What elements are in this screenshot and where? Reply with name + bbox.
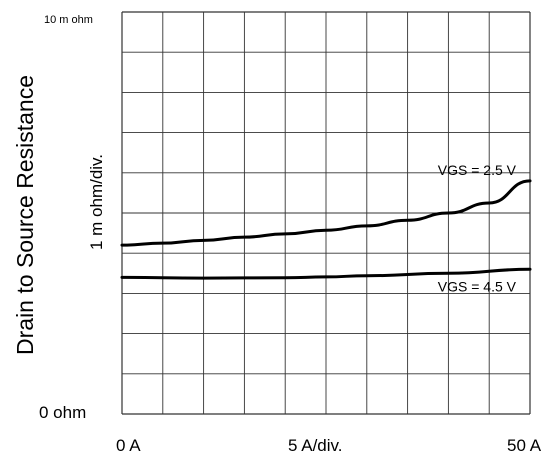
x-tick-start: 0 A (116, 436, 141, 455)
x-tick-end: 50 A (507, 436, 542, 455)
series-line-2 (120, 267, 532, 280)
y-scale-label: 1 m ohm/div. (87, 154, 106, 250)
x-tick-middle: 5 A/div. (288, 436, 343, 455)
series-group (120, 179, 532, 280)
y-tick-bottom: 0 ohm (39, 403, 86, 422)
series-label-2: VGS = 4.5 V (438, 278, 517, 294)
series-label-1: VGS = 2.5 V (438, 162, 517, 178)
series-labels: VGS = 2.5 V VGS = 4.5 V (438, 162, 517, 294)
y-axis-label: Drain to Source Resistance (12, 75, 38, 355)
grid (121, 11, 531, 415)
series-line-1 (120, 179, 532, 247)
y-tick-top: 10 m ohm (44, 14, 93, 26)
